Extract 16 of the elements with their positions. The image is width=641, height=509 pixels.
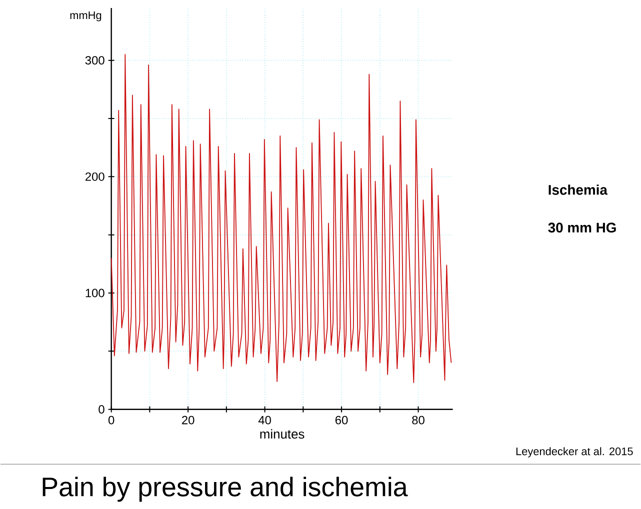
y-tick-label: 100 (86, 288, 104, 298)
line-series (110, 54, 452, 383)
x-tick-label: 80 (412, 416, 424, 424)
x-tick-label: 60 (335, 416, 348, 424)
text: Pain by pressure and ischemia (42, 476, 408, 502)
y-tick-label: 0 (98, 405, 104, 414)
x-tick-label: 0 (108, 416, 114, 424)
text: 30 mm HG (548, 222, 616, 232)
text: Leyendecker at al. 2015 (516, 447, 633, 458)
y-axis-title: mmHg (70, 11, 102, 22)
x-tick-label: 20 (182, 416, 194, 424)
x-tick-label: 40 (258, 416, 271, 424)
x-axis-title: minutes (260, 429, 304, 439)
y-tick-label: 300 (85, 56, 104, 64)
text: Ischemia (548, 184, 608, 195)
y-tick-label: 200 (85, 172, 104, 181)
